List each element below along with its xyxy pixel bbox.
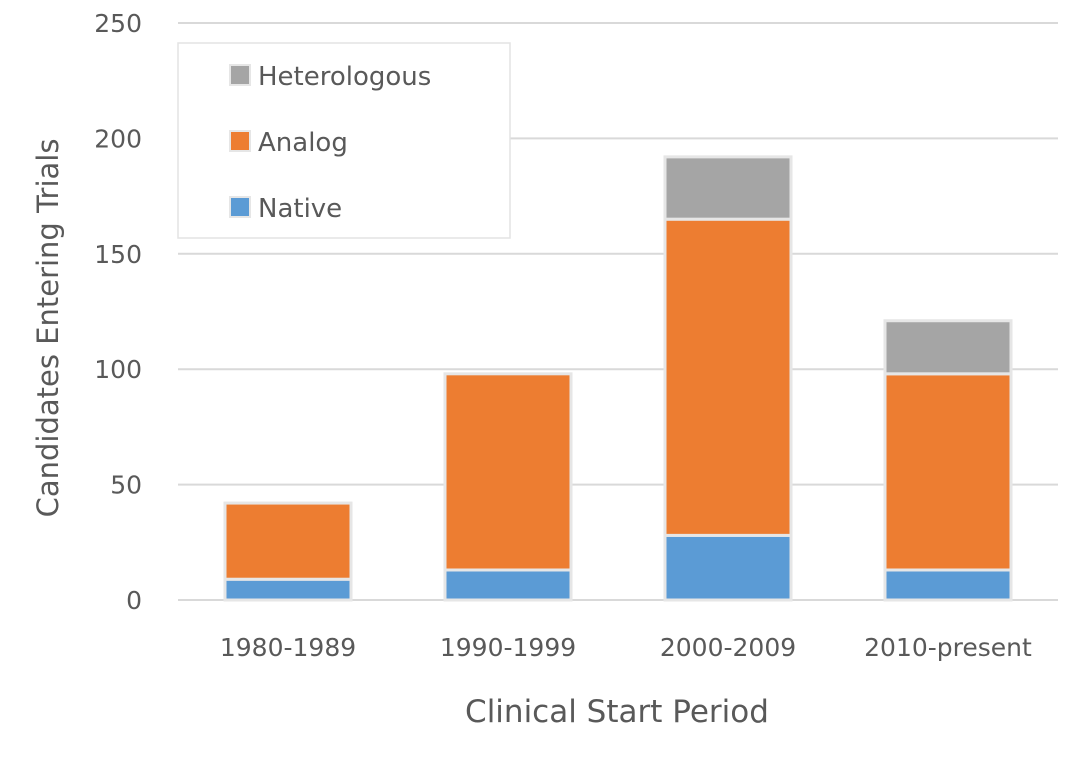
y-tick-label: 150 <box>94 240 142 269</box>
legend-label-heterologous: Heterologous <box>258 62 431 92</box>
bars <box>223 155 1013 602</box>
x-tick-label: 2000-2009 <box>660 633 796 662</box>
x-axis-label: Clinical Start Period <box>465 694 769 730</box>
bar-native <box>223 577 353 602</box>
y-tick-label: 100 <box>94 355 142 384</box>
y-tick-label: 250 <box>94 9 142 38</box>
x-tick-labels: 1980-1989 1990-1999 2000-2009 2010-present <box>220 633 1032 662</box>
legend: Heterologous Analog Native <box>177 42 511 239</box>
x-tick-label: 1990-1999 <box>440 633 576 662</box>
y-tick-label: 200 <box>94 124 142 153</box>
bar-analog <box>223 501 353 581</box>
bar-analog <box>883 372 1013 572</box>
y-tick-label: 0 <box>126 586 142 615</box>
y-tick-label: 50 <box>110 471 142 500</box>
x-tick-label: 1980-1989 <box>220 633 356 662</box>
x-tick-label: 2010-present <box>864 633 1032 662</box>
bar-heterologous <box>883 319 1013 376</box>
legend-label-analog: Analog <box>258 128 348 158</box>
legend-swatch-heterologous <box>229 64 251 86</box>
y-tick-labels: 0 50 100 150 200 250 <box>94 9 142 615</box>
bar-analog <box>443 372 573 572</box>
bar-native <box>883 568 1013 602</box>
legend-swatch-native <box>229 196 251 218</box>
bar-analog <box>663 217 793 537</box>
y-axis-label: Candidates Entering Trials <box>31 139 65 518</box>
bar-heterologous <box>663 155 793 221</box>
legend-label-native: Native <box>258 194 342 224</box>
bar-native <box>663 533 793 602</box>
legend-swatch-analog <box>229 130 251 152</box>
bar-native <box>443 568 573 602</box>
